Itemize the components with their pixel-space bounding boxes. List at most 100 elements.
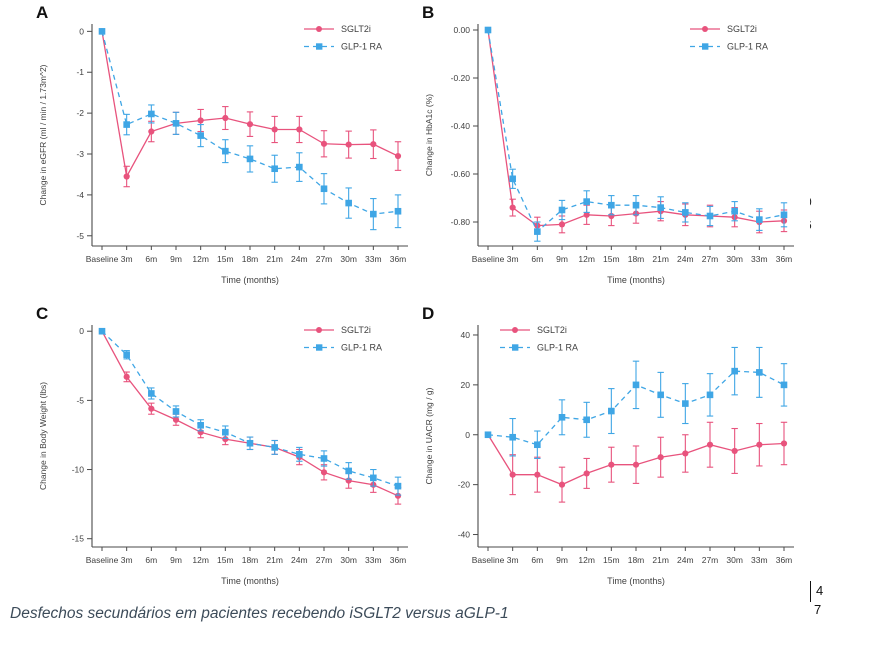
x-axis-label: Time (months)	[221, 275, 279, 285]
x-tick-label: 15m	[603, 555, 620, 565]
legend-item: SGLT2i	[500, 325, 567, 335]
series-GLP-1 RA	[484, 26, 788, 242]
data-point-marker	[98, 28, 106, 35]
x-tick-label: 12m	[192, 555, 209, 565]
data-point-marker	[682, 209, 689, 216]
legend-item: GLP-1 RA	[690, 42, 768, 52]
data-point-marker	[123, 173, 130, 180]
x-axis-label: Time (months)	[607, 275, 665, 285]
y-tick-label: -20	[458, 480, 471, 490]
y-tick-label: -5	[76, 231, 84, 241]
data-point-marker	[370, 474, 377, 482]
x-tick-label: 24m	[677, 555, 694, 565]
data-point-marker	[370, 210, 377, 218]
x-tick-label: 33m	[751, 254, 768, 264]
data-point-marker	[780, 211, 788, 219]
data-point-marker	[98, 327, 106, 335]
x-tick-label: 18m	[628, 555, 645, 565]
x-tick-label: 18m	[628, 254, 645, 264]
legend-marker-icon	[316, 43, 323, 50]
data-point-marker	[222, 428, 229, 436]
data-point-marker	[583, 198, 590, 205]
legend-marker-icon	[702, 26, 708, 32]
data-point-marker	[558, 206, 566, 214]
x-tick-label: 15m	[217, 555, 234, 565]
data-point-marker	[731, 367, 738, 375]
x-axis-label: Time (months)	[221, 576, 279, 586]
x-tick-label: 18m	[242, 555, 259, 565]
data-point-marker	[731, 447, 738, 455]
x-axis-label: Time (months)	[607, 576, 665, 586]
axes: 0.00 -0.20 -0.40 -0.60 -0.80 Baseline 3m 6m 9m 12…	[451, 24, 794, 264]
data-point-marker	[558, 413, 566, 421]
legend-item: SGLT2i	[304, 24, 371, 34]
legend-marker-icon	[316, 327, 322, 333]
data-point-marker	[534, 471, 541, 478]
x-tick-label: 21m	[652, 555, 669, 565]
data-point-marker	[534, 228, 541, 235]
series-SGLT2i	[98, 328, 402, 505]
x-tick-label: 9m	[556, 254, 568, 264]
clipped-margin-digit-bottom: 6	[810, 218, 822, 233]
x-tick-label: 3m	[507, 254, 519, 264]
data-point-marker	[756, 441, 763, 448]
x-tick-label: 30m	[726, 555, 743, 565]
legend-label: GLP-1 RA	[341, 343, 382, 353]
series-GLP-1 RA	[484, 346, 788, 459]
legend-marker-icon	[512, 327, 518, 333]
y-axis-label: Change in UACR (mg / g)	[424, 387, 434, 484]
data-point-marker	[172, 416, 180, 423]
panel-a-chart: 0 -1 -2 -3 -4 -5 Baseline 3m 6m 9m 12m 15m 18m 21m 24m…	[38, 24, 408, 285]
data-point-marker	[756, 369, 763, 376]
x-tick-label: 3m	[121, 555, 133, 565]
x-tick-label: 30m	[726, 254, 743, 264]
axes: 40 20 0 -20 -40 Baseline 3m 6m 9m 12m 15m 18m 21m 24m…	[458, 325, 794, 565]
y-tick-label: -4	[76, 190, 84, 200]
data-point-marker	[509, 433, 516, 441]
y-tick-label: -1	[76, 67, 84, 77]
x-tick-label: 6m	[531, 254, 543, 264]
legend-label: SGLT2i	[341, 325, 371, 335]
data-point-marker	[484, 26, 492, 34]
legend-marker-icon	[512, 344, 519, 351]
data-point-marker	[148, 390, 155, 397]
y-tick-label: 40	[461, 330, 471, 340]
x-tick-label: 24m	[291, 254, 308, 264]
data-point-marker	[394, 482, 402, 490]
x-tick-label: 21m	[266, 555, 283, 565]
data-point-marker	[558, 481, 566, 488]
data-point-marker	[608, 407, 615, 415]
x-tick-label: 33m	[751, 555, 768, 565]
x-tick-label: 9m	[556, 555, 568, 565]
data-point-marker	[148, 128, 155, 135]
x-tick-label: Baseline	[472, 254, 505, 264]
y-tick-label: 0	[79, 26, 84, 36]
y-tick-label: -10	[72, 465, 85, 475]
x-tick-label: 12m	[578, 555, 595, 565]
axes: 0 -1 -2 -3 -4 -5 Baseline 3m 6m 9m 12m 15m 18m 21m 24m…	[76, 24, 408, 264]
data-point-marker	[370, 141, 377, 148]
legend-item: SGLT2i	[690, 24, 757, 34]
page-number-bottom: 7	[814, 602, 822, 617]
data-point-marker	[148, 405, 155, 412]
data-point-marker	[657, 391, 664, 399]
data-point-marker	[534, 441, 541, 449]
legend-label: GLP-1 RA	[537, 343, 578, 353]
data-point-marker	[320, 469, 328, 476]
panel-d-label: D	[422, 304, 435, 323]
data-point-marker	[608, 461, 615, 468]
series-GLP-1 RA	[98, 327, 402, 496]
data-point-marker	[197, 117, 204, 124]
panel-d: D 40 20 0 -20 -40 Baseline 3m 6m 9m 12m 15m 18m 21m 2…	[418, 303, 808, 595]
legend-item: GLP-1 RA	[500, 343, 578, 353]
x-tick-label: 15m	[603, 254, 620, 264]
data-point-marker	[394, 492, 402, 499]
data-point-marker	[682, 450, 689, 457]
data-point-marker	[296, 126, 303, 133]
data-point-marker	[197, 132, 204, 139]
data-point-marker	[345, 199, 352, 207]
panel-a-label: A	[36, 3, 49, 22]
data-point-marker	[509, 471, 516, 478]
x-tick-label: 21m	[266, 254, 283, 264]
x-tick-label: 12m	[192, 254, 209, 264]
